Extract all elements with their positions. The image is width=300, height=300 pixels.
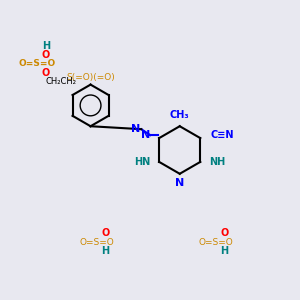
Text: S(=O)(=O): S(=O)(=O): [66, 73, 115, 82]
Text: HN: HN: [134, 157, 150, 167]
Text: C≡N: C≡N: [211, 130, 234, 140]
Text: O: O: [42, 68, 50, 78]
Text: O=S=O: O=S=O: [79, 238, 114, 247]
Text: N: N: [130, 124, 140, 134]
Text: H: H: [220, 246, 228, 256]
Text: NH: NH: [209, 157, 226, 167]
Text: H: H: [42, 41, 50, 51]
Text: CH₂CH₂: CH₂CH₂: [45, 77, 76, 86]
Text: H: H: [101, 246, 110, 256]
Text: N: N: [141, 130, 150, 140]
Text: O: O: [101, 228, 110, 238]
Text: O=S=O: O=S=O: [18, 59, 56, 68]
Text: O=S=O: O=S=O: [198, 238, 233, 247]
Text: O: O: [220, 228, 228, 238]
Text: CH₃: CH₃: [170, 110, 190, 120]
Text: O: O: [42, 50, 50, 60]
Text: N: N: [175, 178, 184, 188]
